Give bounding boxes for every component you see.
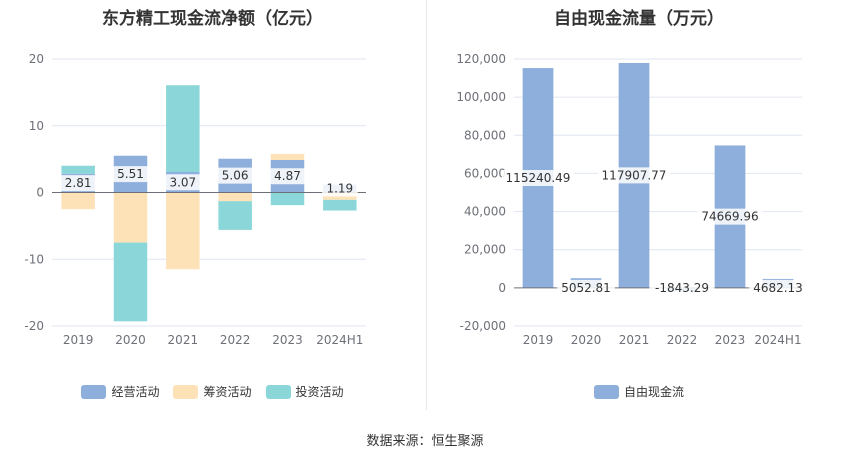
legend: 自由现金流 (428, 383, 850, 400)
data-label-bg (165, 174, 201, 191)
legend-item[interactable]: 投资活动 (265, 383, 344, 400)
data-label-bg (749, 279, 807, 296)
y-tick-label: 0 (36, 186, 44, 200)
bar (218, 201, 252, 230)
data-label-bg (112, 166, 149, 183)
x-tick-label: 2019 (523, 333, 554, 347)
panel-divider (426, 0, 427, 410)
data-label-bg (557, 279, 615, 296)
bar (270, 153, 305, 160)
y-tick-label: 20 (29, 52, 44, 66)
legend-label: 自由现金流 (623, 385, 684, 399)
bar (61, 165, 95, 174)
x-tick-label: 2022 (667, 333, 698, 347)
y-tick-label: 80,000 (464, 128, 506, 142)
y-tick-label: 0 (498, 281, 506, 295)
y-tick-label: 60,000 (464, 166, 506, 180)
chart-title: 东方精工现金流净额（亿元） (102, 9, 323, 29)
data-source: 数据来源：恒生聚源 (366, 434, 484, 449)
bar (218, 192, 252, 202)
legend-label: 投资活动 (295, 385, 344, 399)
data-label-bg (501, 169, 575, 186)
bar (323, 199, 357, 211)
x-tick-label: 2021 (168, 333, 199, 347)
data-label: 5052.81 (561, 281, 611, 295)
cash-flow-net-chart: 东方精工现金流净额（亿元） -20 -10 0 10 20 2019 2020 2021 202… (0, 0, 425, 420)
cash-flow-net-plot: -20 -10 0 10 20 2019 2020 2021 2022 2023 2024H1 2.8… (24, 52, 366, 347)
data-label: 2.81 (65, 176, 92, 190)
y-tick-label: 100,000 (456, 90, 506, 104)
legend-swatch (81, 384, 107, 399)
x-tick-label: 2019 (63, 333, 94, 347)
y-tick-label: -10 (24, 252, 44, 266)
x-tick-label: 2024H1 (316, 333, 363, 347)
bar (61, 192, 95, 210)
data-label: 115240.49 (506, 171, 571, 185)
data-label: 5.51 (117, 167, 144, 181)
legend-item[interactable]: 自由现金流 (593, 383, 684, 400)
data-label: 117907.77 (602, 168, 667, 182)
x-tick-label: 2020 (571, 333, 602, 347)
legend: 经营活动 筹资活动 投资活动 (0, 383, 425, 400)
data-label-bg (217, 167, 253, 184)
legend-label: 经营活动 (111, 385, 160, 399)
data-label-bg (597, 167, 671, 184)
data-label-bg (269, 168, 306, 185)
legend-swatch (173, 384, 199, 399)
y-tick-label: 40,000 (464, 205, 506, 219)
data-label-bg (322, 180, 358, 197)
data-label: 3.07 (169, 175, 196, 189)
x-tick-label: 2024H1 (754, 333, 801, 347)
data-label: -1843.29 (655, 281, 709, 295)
y-tick-label: -20 (24, 319, 44, 333)
legend-swatch (593, 384, 619, 399)
legend-item[interactable]: 筹资活动 (173, 383, 252, 400)
data-label-bg (649, 279, 715, 296)
y-tick-label: 10 (29, 119, 44, 133)
data-label-bg (697, 208, 763, 225)
data-label: 4682.13 (753, 281, 803, 295)
y-tick-label: -20,000 (460, 319, 506, 333)
free-cash-flow-plot: -20,000 0 20,000 40,000 60,000 80,000 100,000 1… (456, 52, 807, 347)
data-label: 4.87 (274, 169, 301, 183)
bar (166, 85, 200, 173)
bar (270, 192, 305, 206)
free-cash-flow-chart: 自由现金流量（万元） -20,000 0 20,000 40,000 60,000 80,… (428, 0, 850, 420)
x-tick-label: 2020 (115, 333, 146, 347)
bar (166, 192, 200, 270)
y-tick-label: 20,000 (464, 243, 506, 257)
x-tick-label: 2021 (619, 333, 650, 347)
bar (113, 192, 148, 243)
y-tick-label: 120,000 (456, 52, 506, 66)
legend-swatch (265, 384, 291, 399)
data-label-bg (60, 175, 96, 192)
x-tick-label: 2023 (272, 333, 303, 347)
data-label: 1.19 (326, 182, 353, 196)
data-label: 5.06 (222, 169, 249, 183)
legend-label: 筹资活动 (203, 385, 252, 399)
bar (113, 242, 148, 322)
x-tick-label: 2023 (715, 333, 746, 347)
chart-title: 自由现金流量（万元） (554, 9, 724, 29)
legend-item[interactable]: 经营活动 (81, 383, 159, 400)
data-label: 74669.96 (701, 210, 758, 224)
x-tick-label: 2022 (220, 333, 251, 347)
